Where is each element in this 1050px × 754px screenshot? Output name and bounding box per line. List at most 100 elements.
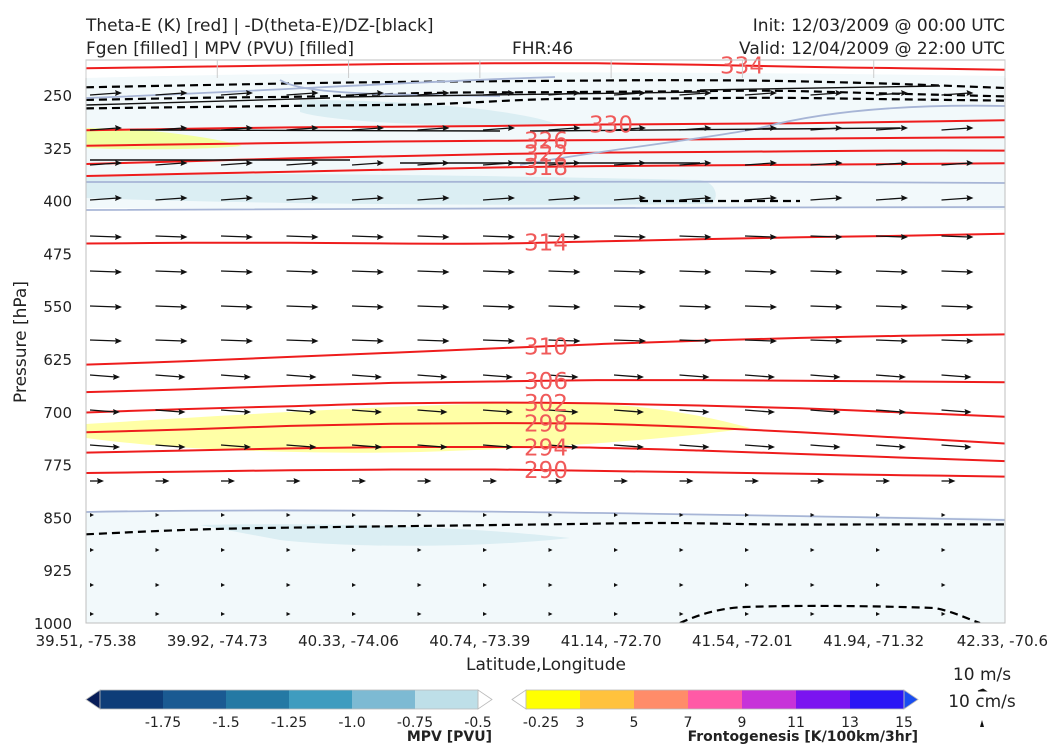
wind-vector-head (286, 513, 291, 517)
wind-vector (941, 339, 970, 342)
y-tick-label: 775 (43, 457, 72, 475)
wind-vector (529, 127, 901, 132)
wind-vector (417, 197, 446, 201)
colorbar-tick: 13 (841, 715, 859, 731)
mpv-fill-upper-band (86, 174, 716, 205)
wind-vector-head (286, 548, 291, 552)
wind-vector (89, 409, 117, 413)
mpv-colorbar-label: MPV [PVU] (407, 729, 492, 745)
wind-vector-head (311, 160, 319, 166)
wind-vector-head (180, 234, 188, 240)
wind-vector (417, 235, 446, 238)
wind-vector (875, 197, 905, 201)
wind-vector-head (768, 374, 775, 380)
theta-e-contour-290 (86, 468, 1005, 478)
wind-vector-head (679, 513, 684, 517)
wind-vector-head (352, 513, 356, 517)
wind-vector-head (901, 304, 908, 310)
wind-vector-head (835, 304, 843, 310)
wind-vector (351, 305, 381, 308)
wind-vector (220, 235, 250, 238)
wind-vector (482, 409, 510, 413)
wind-vector-head (417, 548, 422, 552)
wind-vector (351, 162, 381, 166)
wind-vector-head (835, 338, 843, 344)
y-tick-label: 625 (43, 351, 72, 369)
wind-vector (679, 162, 708, 166)
wind-vector-head (637, 374, 644, 380)
wind-vector-head (637, 444, 644, 450)
wind-vector-head (228, 478, 235, 484)
colorbar-swatch (688, 690, 743, 709)
wind-vector (89, 339, 119, 342)
wind-vector-head (352, 548, 356, 552)
fhr-label: FHR:46 (512, 39, 573, 59)
wind-vector (89, 270, 119, 273)
wind-vector-head (704, 195, 712, 201)
wind-vector-head (810, 583, 815, 587)
wind-vector (220, 339, 250, 342)
theta-e-contour-294 (86, 445, 1005, 463)
colorbar-tick: -0.75 (397, 715, 433, 731)
wind-key: 10 m/s 10 cm/s (948, 665, 1016, 727)
wind-vector-head (704, 90, 712, 96)
stability-contour (86, 79, 1005, 90)
wind-vector-head (309, 409, 317, 415)
wind-vector (417, 374, 444, 378)
wind-vector-head (508, 338, 515, 344)
wind-vector-head (770, 338, 777, 344)
wind-vector-head (180, 195, 188, 201)
wind-vector (613, 409, 641, 413)
wind-vector-head (115, 160, 122, 166)
x-tick-label: 39.51, -75.38 (36, 632, 137, 650)
wind-vector-head (483, 583, 487, 587)
wind-vector (548, 235, 577, 238)
wind-vector-head (309, 374, 317, 380)
wind-vector-head (377, 304, 384, 310)
theta-e-contour-306 (86, 378, 1005, 394)
x-tick-label: 41.94, -71.32 (823, 632, 924, 650)
wind-vector-head (90, 513, 94, 517)
wind-vector-head (377, 160, 384, 166)
wind-vector (679, 235, 708, 238)
wind-vector-head (571, 444, 579, 450)
title-line-1: Theta-E (K) [red] | -D(theta-E)/DZ-[blac… (85, 16, 434, 36)
wind-vector-head (417, 513, 422, 517)
wind-vector-head (966, 338, 974, 344)
colorbar-frame (99, 689, 479, 710)
wind-vector-head (115, 90, 122, 96)
wind-vector (417, 339, 446, 342)
wind-vector-head (614, 612, 618, 616)
wind-vector-head (311, 338, 319, 344)
wind-vector (417, 409, 444, 413)
wind-vector (613, 235, 643, 238)
wind-vector-head (966, 195, 974, 201)
wind-vector-head (899, 444, 906, 450)
wind-vector-head (1032, 125, 1039, 131)
wind-vector (941, 235, 970, 238)
wind-vector (482, 305, 512, 308)
wind-vector (417, 305, 446, 308)
wind-vector (679, 305, 708, 308)
wind-vector-head (377, 269, 384, 275)
colorbar-tick: 3 (576, 715, 585, 731)
theta-e-contours (86, 62, 1005, 478)
wind-vector-head (571, 374, 579, 380)
x-tick-label: 42.33, -70.6 (957, 632, 1048, 650)
colorbar-tick: -0.5 (464, 715, 491, 731)
wind-vector (286, 92, 315, 96)
wind-vector-head (424, 478, 432, 484)
wind-vector-head (876, 583, 880, 587)
wind-vector (810, 197, 839, 201)
wind-vector-head (745, 548, 749, 552)
wind-vector-head (833, 444, 841, 450)
wind-vector (220, 197, 250, 201)
wind-vector (286, 235, 315, 238)
wind-vector (744, 270, 774, 273)
wind-vector-head (442, 90, 450, 96)
colorbar-swatch (289, 690, 353, 709)
wind-vector-head (113, 409, 120, 415)
wind-vector (482, 270, 512, 273)
